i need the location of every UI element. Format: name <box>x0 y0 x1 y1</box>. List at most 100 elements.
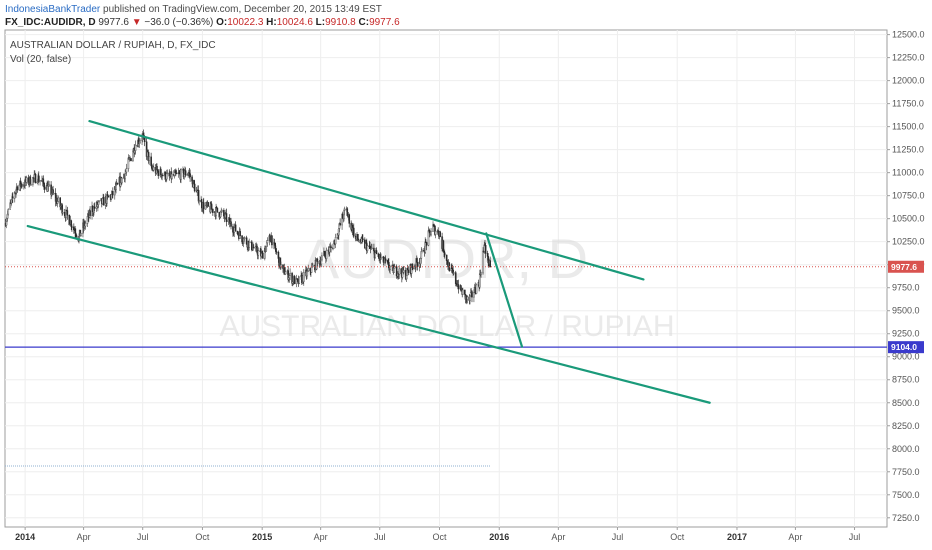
candle-up <box>473 292 475 298</box>
candle-up <box>52 192 55 195</box>
candle-down <box>160 169 162 175</box>
candle-down <box>316 258 319 262</box>
y-tick-label: 9750.0 <box>892 283 920 293</box>
x-tick-label: 2014 <box>15 532 35 542</box>
x-tick-label: Jul <box>612 532 624 542</box>
x-tick-label: Jul <box>374 532 386 542</box>
y-tick-label: 9000.0 <box>892 352 920 362</box>
candle-down <box>34 173 37 184</box>
time-axis[interactable]: 2014 Apr Jul Oct 2015 Apr Jul Oct 2016 Apr Jul Oct 2… <box>15 527 860 542</box>
candle-down <box>277 251 280 259</box>
candle-down <box>252 247 255 249</box>
y-tick-label: 11250.0 <box>892 145 924 155</box>
down-arrow-icon: ▼ <box>131 17 142 28</box>
candle-up <box>84 223 87 227</box>
price-axis[interactable]: 12500.0 12250.0 12000.0 11750.0 11500.0 11250… <box>887 30 925 523</box>
candle-up <box>334 237 337 245</box>
candle-up <box>121 177 123 184</box>
candle-up <box>466 296 469 300</box>
candle-up <box>171 173 173 179</box>
watermark-name: AUSTRALIAN DOLLAR / RUPIAH <box>219 310 674 343</box>
last-price-badge-bg <box>888 260 924 273</box>
candle-down <box>464 289 466 295</box>
candle-down <box>271 235 273 246</box>
candle-up <box>393 266 396 269</box>
y-tick-label: 10250.0 <box>892 237 925 247</box>
overlay-lines <box>5 120 887 467</box>
candle-up <box>48 184 50 186</box>
candle-down <box>407 269 410 273</box>
candle-down <box>68 214 71 226</box>
candle-up <box>393 267 395 273</box>
x-tick-label: Apr <box>314 532 328 542</box>
y-tick-label: 7750.0 <box>892 467 920 477</box>
candle-up <box>430 231 432 236</box>
candle-up <box>389 266 391 270</box>
candle-up <box>39 180 41 182</box>
candle-down <box>116 183 119 185</box>
candle-down <box>484 245 487 254</box>
candle-up <box>312 265 314 267</box>
candle-up <box>328 247 331 253</box>
candle-down <box>357 238 360 241</box>
low-value: 9910.8 <box>325 17 356 28</box>
y-tick-label: 8250.0 <box>892 421 920 431</box>
candle-down <box>11 196 14 199</box>
candle-down <box>457 284 460 290</box>
candle-down <box>216 207 219 213</box>
author-link[interactable]: IndonesiaBankTrader <box>5 4 101 15</box>
ohlc-bar: FX_IDC:AUDIDR, D 9977.6 ▼ −36.0 (−0.36%)… <box>5 17 400 28</box>
candle-down <box>293 276 296 285</box>
trendline-2[interactable] <box>26 224 711 404</box>
candle-up <box>280 264 282 268</box>
candle-up <box>302 272 305 282</box>
candle-up <box>139 140 141 143</box>
price-change: −36.0 (−0.36%) <box>144 17 214 28</box>
y-tick-label: 11750.0 <box>892 99 924 109</box>
candle-down <box>184 170 187 176</box>
y-tick-label: 12250.0 <box>892 53 925 63</box>
candle-down <box>93 206 96 209</box>
candle-down <box>162 174 164 177</box>
candle-down <box>175 172 178 175</box>
candle-down <box>89 210 91 216</box>
candle-down <box>439 231 441 237</box>
x-tick-label: Apr <box>788 532 802 542</box>
candle-up <box>125 168 128 173</box>
candle-down <box>275 251 278 253</box>
candle-down <box>339 223 341 226</box>
x-tick-label: Jul <box>849 532 861 542</box>
y-tick-label: 8750.0 <box>892 375 920 385</box>
x-tick-label: Apr <box>551 532 565 542</box>
candle-up <box>307 268 310 272</box>
candle-down <box>207 202 210 207</box>
x-tick-label: 2016 <box>489 532 509 542</box>
candle-up <box>380 257 382 260</box>
candle-up <box>134 144 137 151</box>
candle-up <box>366 245 369 251</box>
candle-up <box>243 237 246 239</box>
candle-down <box>375 250 378 255</box>
symbol-label: FX_IDC:AUDIDR, D <box>5 17 96 28</box>
candle-down <box>71 226 73 228</box>
trendline-1[interactable] <box>88 120 645 281</box>
candle-down <box>489 260 491 268</box>
candle-down <box>193 183 196 192</box>
x-tick-label: Oct <box>195 532 210 542</box>
y-tick-label: 7500.0 <box>892 490 920 500</box>
candle-up <box>198 199 200 202</box>
y-tick-label: 11000.0 <box>892 168 924 178</box>
y-tick-label: 11500.0 <box>892 122 924 132</box>
candle-up <box>166 172 169 175</box>
trendline-3[interactable] <box>485 232 524 348</box>
volume-indicator-label[interactable]: Vol (20, false) <box>10 54 71 65</box>
high-label: H: <box>266 17 277 28</box>
candle-up <box>165 173 168 180</box>
y-tick-label: 7250.0 <box>892 513 920 523</box>
candlestick-series <box>4 129 491 305</box>
y-tick-label: 12000.0 <box>892 76 925 86</box>
candle-up <box>371 247 373 250</box>
candle-down <box>21 184 23 187</box>
